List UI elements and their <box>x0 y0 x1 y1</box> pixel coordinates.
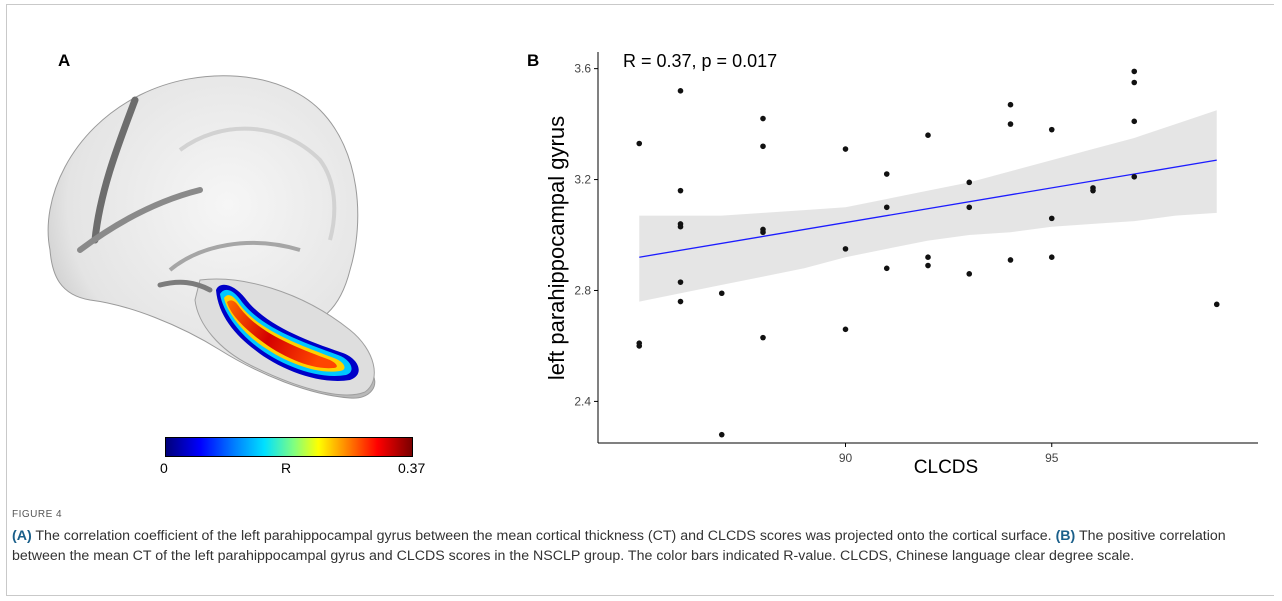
caption-b-text: The positive correlation between the mea… <box>12 528 1226 564</box>
data-point <box>925 254 931 261</box>
data-point <box>883 204 890 211</box>
data-point <box>966 179 973 186</box>
caption-a-tag: (A) <box>12 528 32 544</box>
y-axis-label: left parahippocampal gyrus <box>544 116 569 380</box>
y-tick-label: 2.4 <box>574 394 591 408</box>
y-tick-label: 3.2 <box>574 173 591 187</box>
data-point <box>1007 121 1014 127</box>
caption-a-text: The correlation coefficient of the left … <box>31 528 1056 544</box>
data-point <box>966 271 973 277</box>
colorbar-min-label: 0 <box>160 460 168 476</box>
data-point <box>1131 118 1138 125</box>
regression-line <box>639 159 1217 258</box>
data-point <box>1213 301 1220 308</box>
data-point <box>842 326 849 333</box>
y-tick-label: 3.6 <box>574 62 591 76</box>
data-point <box>925 262 931 269</box>
colorbar-max-label: 0.37 <box>398 460 426 476</box>
data-point <box>842 246 849 252</box>
x-axis-label: CLCDS <box>914 457 978 478</box>
data-point <box>1090 187 1096 194</box>
correlation-annotation: R = 0.37, p = 0.017 <box>623 51 777 71</box>
caption-b-tag: (B) <box>1055 528 1076 544</box>
r-colorbar <box>165 437 413 457</box>
data-point <box>760 334 766 341</box>
data-point <box>677 298 684 305</box>
data-point <box>636 140 643 147</box>
figure-caption: (A) The correlation coefficient of the l… <box>12 526 1262 566</box>
x-tick-label: 95 <box>1045 451 1059 465</box>
data-point <box>966 204 973 211</box>
data-point <box>760 229 766 236</box>
panel-a-label: A <box>58 51 71 70</box>
data-point <box>760 115 766 122</box>
figure-label: FIGURE 4 <box>12 509 63 520</box>
colorbar-mid-label: R <box>281 460 292 476</box>
data-point <box>1131 68 1138 75</box>
data-point <box>1131 79 1138 86</box>
data-point <box>760 143 766 150</box>
data-point <box>677 88 684 94</box>
data-point <box>1048 126 1055 133</box>
data-point <box>1007 101 1014 108</box>
confidence-band <box>639 110 1217 302</box>
data-point <box>925 132 931 138</box>
data-point <box>1131 173 1138 180</box>
data-point <box>718 290 725 297</box>
data-point <box>677 187 684 194</box>
data-point <box>842 146 849 152</box>
x-ticks: 90 95 <box>839 443 1059 465</box>
data-point <box>1048 254 1055 261</box>
panel-b-label: B <box>527 51 540 70</box>
data-point <box>677 279 684 285</box>
data-point <box>636 343 643 349</box>
figure-frame <box>6 4 1274 596</box>
y-ticks: 2.4 2.8 3.2 3.6 <box>574 62 598 408</box>
data-point <box>883 265 890 272</box>
cortical-surface-image <box>47 75 376 399</box>
data-point <box>677 223 684 230</box>
data-point <box>718 431 725 438</box>
data-point <box>1048 215 1055 222</box>
scatter-chart: 90 95 2.4 2.8 3.2 3.6 R = 0.37, p = 0.017 CL… <box>544 51 1258 478</box>
data-points <box>636 68 1220 438</box>
data-point <box>1007 257 1014 263</box>
data-point <box>883 171 890 177</box>
x-tick-label: 90 <box>839 451 853 465</box>
y-tick-label: 2.8 <box>574 283 591 297</box>
